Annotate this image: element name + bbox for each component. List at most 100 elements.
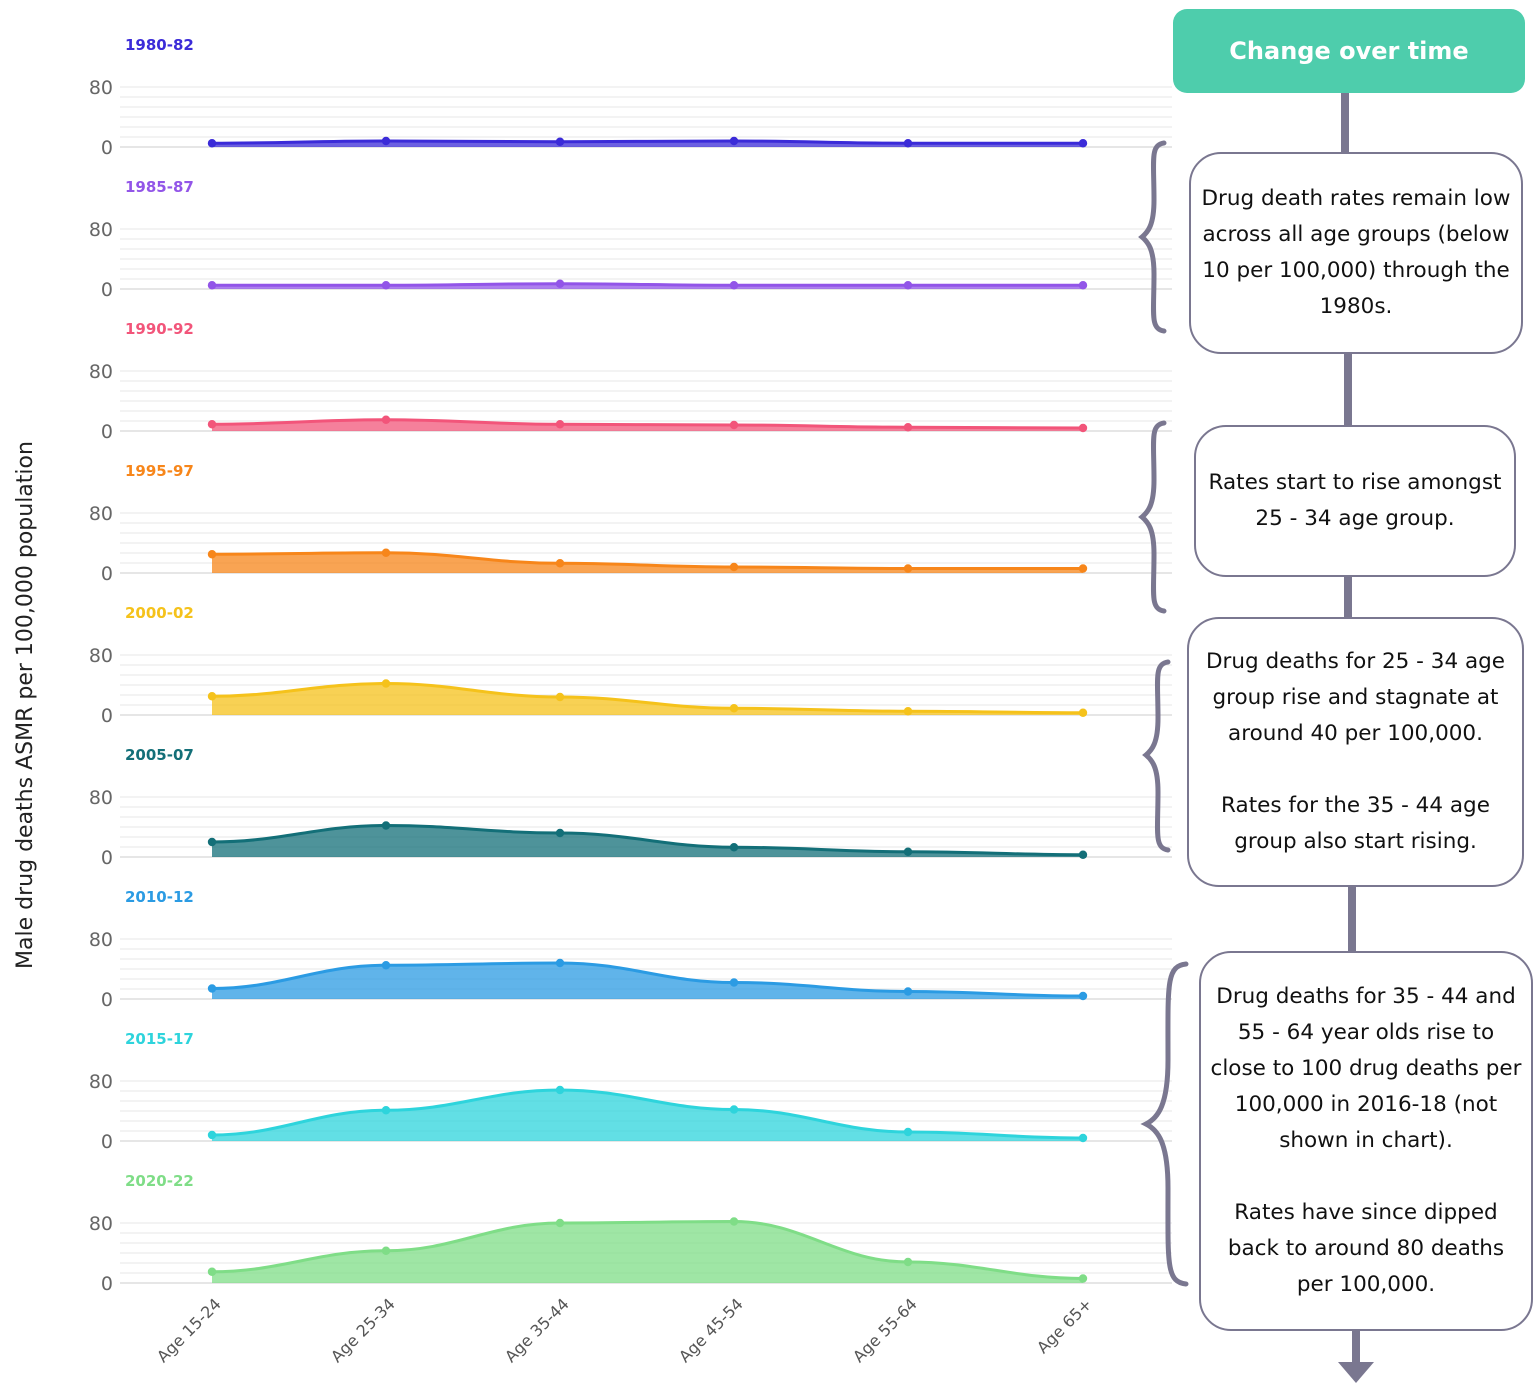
flow-connector (1348, 886, 1356, 952)
y-tick-label: 0 (101, 1131, 113, 1153)
data-point (1078, 423, 1088, 433)
note-text: Drug deaths for 35 - 44 and 55 - 64 year… (1210, 984, 1522, 1297)
x-tick-label: Age 25-34 (327, 1294, 399, 1366)
series-line (211, 418, 1084, 430)
data-point (729, 1105, 739, 1114)
data-point (729, 978, 739, 987)
data-point (381, 548, 391, 557)
data-point (729, 1217, 739, 1226)
data-point (207, 984, 217, 993)
flow-header: Change over time (1173, 9, 1525, 93)
y-axis-label: Male drug deaths ASMR per 100,000 popula… (13, 441, 38, 969)
data-point (381, 1106, 391, 1115)
data-point (729, 704, 739, 713)
data-point (1078, 1274, 1088, 1283)
data-point (903, 1257, 913, 1267)
flow-connector (1344, 352, 1352, 426)
series-line (211, 823, 1084, 857)
panel-2000-02: 0 80 2000-02 (89, 604, 1172, 727)
flow-connector (1341, 92, 1349, 154)
brace-2000s (1142, 659, 1171, 853)
data-point (381, 281, 391, 290)
series-name: 2015-17 (125, 1030, 194, 1048)
data-point (1078, 1133, 1088, 1143)
brace-1990s (1138, 420, 1167, 614)
data-point (729, 843, 739, 852)
y-tick-label: 0 (101, 279, 113, 301)
data-point (555, 1218, 565, 1228)
y-tick-label: 0 (101, 137, 113, 159)
note-1990s: Rates start to rise amongst 25 - 34 age … (1194, 425, 1516, 577)
series-line (211, 139, 1083, 145)
y-tick-label: 80 (89, 645, 113, 667)
note-text: Rates start to rise amongst 25 - 34 age … (1208, 470, 1502, 531)
data-point (381, 821, 391, 830)
data-point (1078, 850, 1088, 859)
panel-1985-87: 0 80 1985-87 (89, 178, 1172, 301)
panel-1980-82: 0 80 1980-82 (89, 36, 1172, 159)
data-point (729, 562, 739, 572)
panel-2010-12: 0 80 2010-12 (89, 888, 1172, 1011)
brace-2010s (1140, 961, 1189, 1287)
series-name: 1995-97 (125, 462, 194, 480)
y-tick-label: 80 (89, 503, 113, 525)
note-2000s: Drug deaths for 25 - 34 age group rise a… (1187, 617, 1524, 887)
y-tick-label: 80 (89, 361, 113, 383)
data-point (207, 692, 217, 701)
data-point (207, 420, 217, 429)
note-text: Drug death rates remain low across all a… (1201, 186, 1511, 319)
series-line (211, 1219, 1084, 1280)
data-point (555, 559, 565, 568)
x-tick-label: Age 15-24 (153, 1294, 225, 1366)
data-point (555, 1085, 565, 1095)
series-line (211, 681, 1084, 715)
series-name: 1985-87 (125, 178, 194, 196)
series-name: 1990-92 (125, 320, 194, 338)
y-tick-label: 0 (101, 421, 113, 443)
x-tick-label: Age 65+ (1033, 1294, 1096, 1357)
y-tick-label: 80 (89, 1071, 113, 1093)
series-area (212, 1090, 1083, 1141)
data-point (1078, 991, 1088, 1001)
data-point (555, 137, 565, 146)
data-point (207, 837, 217, 847)
data-point (381, 1246, 391, 1255)
data-point (555, 279, 565, 288)
series-line (211, 961, 1084, 998)
y-tick-label: 0 (101, 847, 113, 869)
flow-connector (1352, 1330, 1360, 1366)
series-area (212, 1221, 1083, 1283)
data-point (207, 139, 217, 148)
panel-2020-22: 0 80 2020-22 (89, 1172, 1172, 1295)
series-area (212, 963, 1083, 999)
data-point (903, 423, 913, 432)
note-2010s: Drug deaths for 35 - 44 and 55 - 64 year… (1199, 951, 1533, 1331)
y-tick-label: 80 (89, 929, 113, 951)
panel-1990-92: 0 80 1990-92 (89, 320, 1172, 443)
data-point (1078, 708, 1088, 717)
series-line (211, 551, 1083, 571)
data-point (1078, 139, 1088, 148)
series-area (212, 683, 1083, 715)
data-point (555, 958, 565, 968)
y-tick-label: 0 (101, 989, 113, 1011)
series-name: 2020-22 (125, 1172, 194, 1190)
brace-1980s (1138, 140, 1167, 334)
data-point (207, 550, 217, 559)
data-point (207, 281, 217, 290)
x-tick-label: Age 45-54 (675, 1294, 747, 1366)
y-tick-label: 80 (89, 219, 113, 241)
data-point (729, 420, 739, 430)
data-point (381, 415, 391, 424)
series-area (212, 552, 1083, 573)
y-tick-label: 80 (89, 1213, 113, 1235)
data-point (903, 1127, 913, 1137)
data-point (903, 987, 913, 996)
data-point (381, 136, 391, 146)
series-name: 2010-12 (125, 888, 194, 906)
x-tick-label: Age 35-44 (501, 1294, 573, 1366)
data-point (903, 847, 913, 856)
flow-connector (1344, 576, 1352, 618)
data-point (729, 136, 739, 146)
data-point (729, 281, 739, 290)
